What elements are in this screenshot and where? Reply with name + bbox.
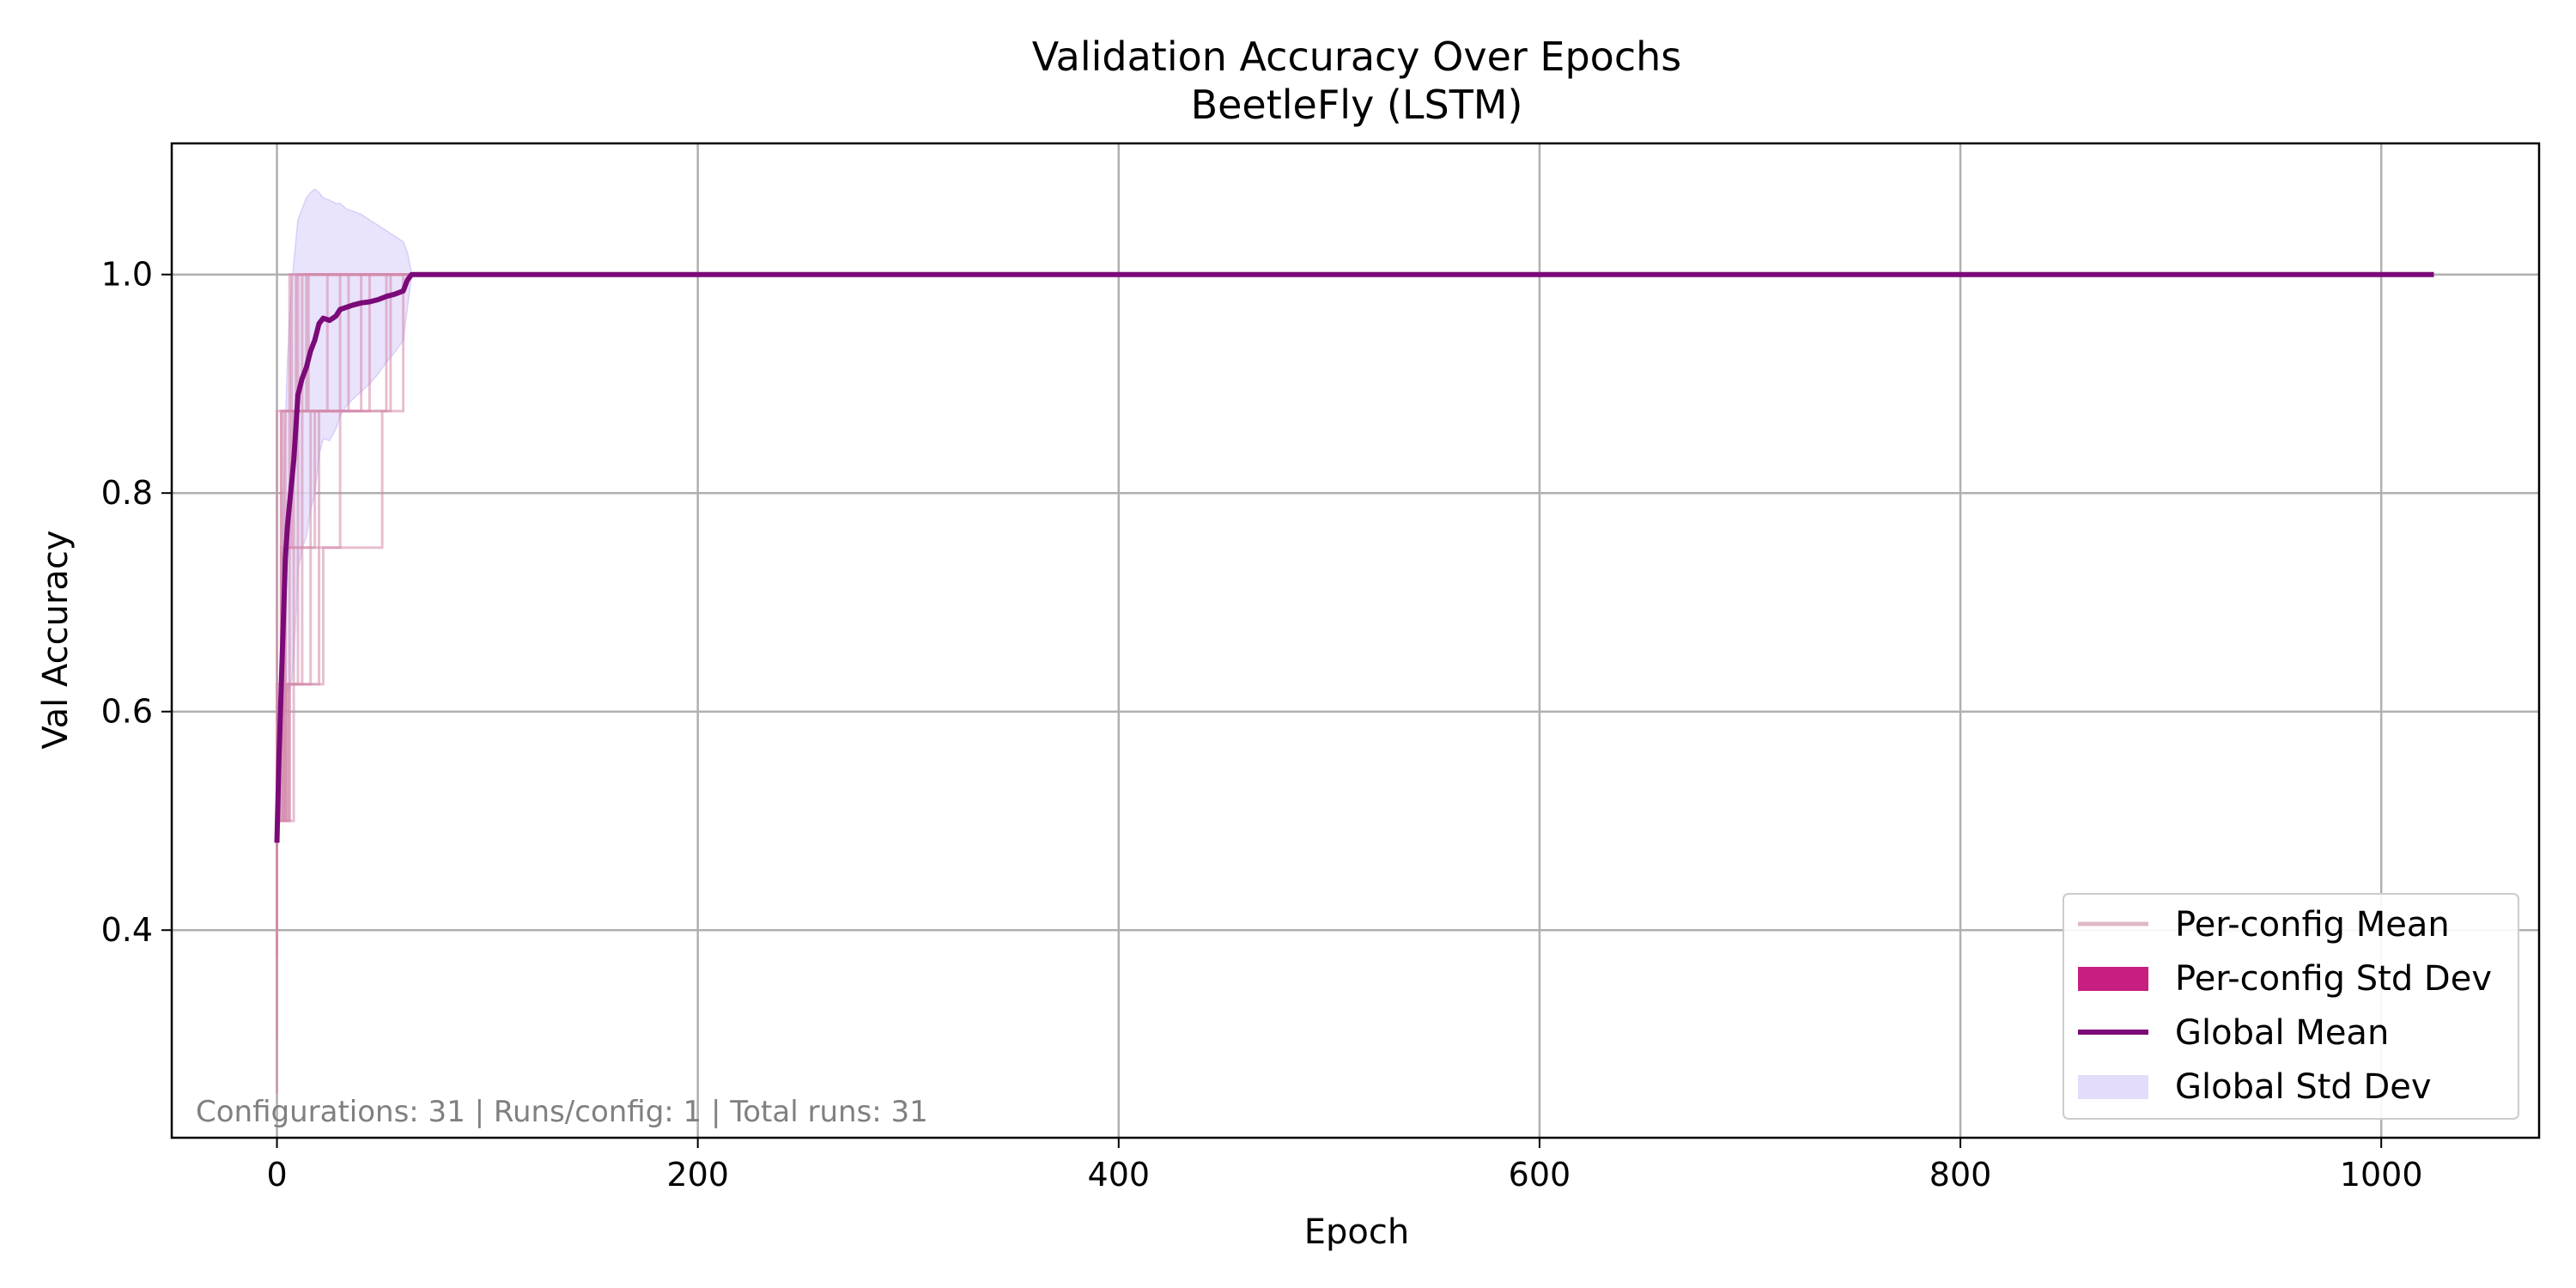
per-config-mean-line xyxy=(276,273,2434,823)
axis-ticks: 0 200 400 600 800 1000 0.4 0.6 0.8 1.0 xyxy=(101,256,2423,1194)
y-axis-label: Val Accuracy xyxy=(36,530,76,749)
legend-label: Per-config Std Dev xyxy=(2175,959,2492,999)
x-tick-label: 0 xyxy=(266,1156,287,1194)
x-axis-label: Epoch xyxy=(1304,1212,1409,1252)
x-tick-label: 200 xyxy=(666,1156,729,1194)
per-config-mean-line xyxy=(276,273,2434,823)
y-tick-label: 0.8 xyxy=(101,474,153,512)
y-tick-label: 1.0 xyxy=(101,256,153,294)
per-config-mean-line xyxy=(276,273,2434,823)
legend-swatch xyxy=(2078,1075,2148,1099)
legend-label: Global Std Dev xyxy=(2175,1067,2432,1107)
per-config-mean-line xyxy=(276,273,2434,823)
per-config-mean-line xyxy=(276,273,2434,957)
axes-frame xyxy=(170,142,2541,1139)
legend: Per-config Mean Per-config Std Dev Global … xyxy=(2063,893,2519,1120)
legend-box xyxy=(2063,893,2519,1120)
y-tick-label: 0.6 xyxy=(101,693,153,731)
per-config-mean-line xyxy=(276,273,2434,823)
x-tick-label: 800 xyxy=(1929,1156,1992,1194)
per-config-mean-line xyxy=(276,273,2434,957)
y-tick-label: 0.4 xyxy=(101,911,153,949)
legend-label: Per-config Mean xyxy=(2175,905,2450,945)
global-mean-line xyxy=(274,271,2434,843)
legend-label: Global Mean xyxy=(2175,1013,2389,1053)
global-mean-line-group xyxy=(274,271,2434,843)
footnote: Configurations: 31 | Runs/config: 1 | To… xyxy=(196,1095,928,1129)
per-config-mean-line xyxy=(276,273,2434,821)
chart-title: Validation Accuracy Over Epochs xyxy=(1032,33,1681,80)
per-config-mean-line xyxy=(276,273,2434,931)
chart-subtitle: BeetleFly (LSTM) xyxy=(1191,82,1523,128)
per-config-mean-line xyxy=(276,273,2434,823)
per-config-mean-line xyxy=(276,273,2434,823)
legend-swatch xyxy=(2078,967,2148,991)
per-config-mean-line xyxy=(276,273,2434,821)
x-tick-label: 400 xyxy=(1088,1156,1151,1194)
x-tick-label: 1000 xyxy=(2340,1156,2423,1194)
per-config-mean-line xyxy=(276,273,2434,823)
x-tick-label: 600 xyxy=(1509,1156,1571,1194)
